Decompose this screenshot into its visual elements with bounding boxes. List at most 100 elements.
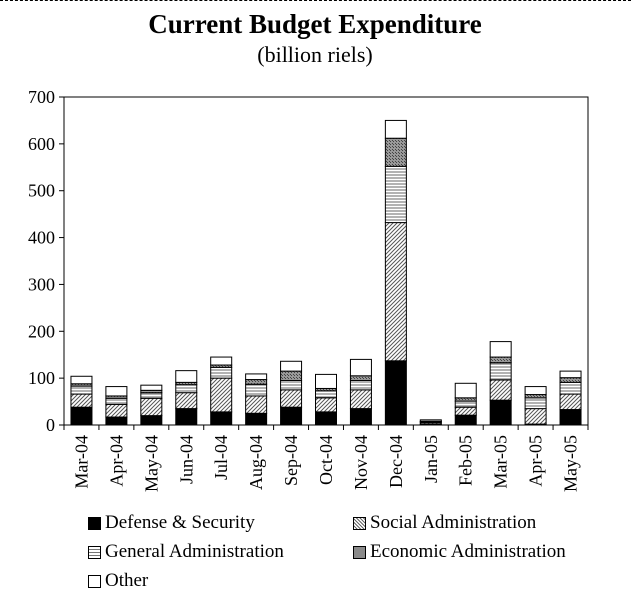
bar-segment-general-administration: [384, 165, 407, 224]
bar-segment-general-administration: [140, 392, 163, 399]
x-tick-label: Aug-04: [246, 435, 266, 490]
x-tick-label: Nov-04: [351, 435, 371, 490]
bar-segment-social-administration: [384, 222, 407, 362]
legend-item-social-administration: Social Administration: [353, 512, 536, 534]
legend-label: Social Administration: [370, 512, 537, 533]
bar-segment-defense-security: [140, 415, 163, 426]
bars: [70, 119, 582, 426]
bar-segment-general-administration: [105, 397, 128, 405]
bar-segment-social-administration: [245, 395, 268, 414]
bar-segment-social-administration: [315, 397, 337, 413]
bar-segment-other: [349, 358, 372, 377]
bar-segment-economic-administration: [245, 379, 268, 385]
bar-segment-defense-security: [245, 412, 268, 426]
legend-label: Defense & Security: [105, 512, 255, 533]
bar-segment-economic-administration: [349, 375, 372, 381]
x-tick-label: Jan-05: [421, 435, 441, 483]
y-tick-label: 200: [28, 321, 55, 341]
bar-segment-defense-security: [70, 406, 93, 426]
bar-segment-other: [105, 386, 128, 397]
bar-segment-general-administration: [280, 379, 303, 391]
bar-segment-defense-security: [384, 360, 407, 426]
bar-segment-economic-administration: [489, 356, 512, 364]
legend-swatch-social-administration: [353, 516, 366, 530]
bar-segment-general-administration: [349, 379, 372, 391]
budget-chart: Current Budget Expenditure (billion riel…: [28, 9, 589, 492]
legend-swatch-economic-administration: [353, 545, 366, 559]
bar-segment-defense-security: [349, 408, 372, 426]
bar-segment-defense-security: [210, 411, 233, 426]
x-tick-label: Jul-04: [211, 435, 231, 480]
legend-item-defense-security: Defense & Security: [88, 512, 255, 534]
bar-segment-defense-security: [175, 408, 198, 426]
bar-segment-social-administration: [280, 389, 303, 408]
bar-segment-other: [454, 382, 477, 399]
bar-segment-other: [384, 119, 407, 139]
legend-item-other: Other: [88, 570, 148, 592]
bar-segment-other: [559, 370, 582, 379]
bar-segment-social-administration: [454, 406, 477, 416]
bar-segment-defense-security: [315, 411, 337, 426]
x-tick-label: Jun-04: [176, 435, 196, 484]
x-tick-label: May-05: [561, 435, 581, 492]
bar-segment-defense-security: [280, 406, 303, 426]
y-axis: 0 100 200 300 400 500 600 700: [28, 87, 589, 435]
bar-segment-economic-administration: [559, 377, 582, 383]
bar-segment-economic-administration: [280, 370, 303, 381]
x-tick-label: Feb-05: [456, 435, 476, 486]
top-border: [0, 0, 631, 1]
y-tick-label: 100: [28, 368, 55, 388]
x-axis: Mar-04 Apr-04 May-04 Jun-04 Jul-04 Aug-04 Sep-…: [63, 425, 589, 492]
bar-segment-other: [140, 384, 163, 391]
bar-segment-general-administration: [524, 397, 547, 410]
bar-segment-general-administration: [210, 366, 233, 379]
bar-segment-social-administration: [349, 389, 372, 410]
legend-label: Economic Administration: [370, 541, 566, 562]
bar-segment-social-administration: [105, 403, 128, 418]
bar-segment-social-administration: [210, 377, 233, 413]
bar-segment-general-administration: [70, 385, 93, 395]
bar-segment-social-administration: [559, 393, 582, 411]
bar-segment-social-administration: [175, 392, 198, 410]
bar-segment-general-administration: [489, 362, 512, 381]
x-tick-label: Mar-04: [71, 435, 91, 489]
bar-segment-defense-security: [489, 399, 512, 426]
x-tick-label: Mar-05: [491, 435, 511, 489]
bar-segment-social-administration: [489, 379, 512, 401]
y-tick-label: 400: [28, 228, 55, 248]
legend-label: General Administration: [105, 541, 284, 562]
y-tick-label: 700: [28, 87, 55, 107]
bar-segment-social-administration: [140, 397, 163, 417]
bar-segment-other: [175, 370, 198, 383]
chart-title: Current Budget Expenditure: [148, 9, 482, 39]
bar-segment-social-administration: [70, 393, 93, 408]
bar-segment-general-administration: [175, 384, 198, 394]
legend-swatch-other: [88, 574, 101, 588]
bar-segment-general-administration: [454, 400, 477, 408]
bar-segment-other: [70, 375, 93, 385]
bar-segment-defense-security: [105, 416, 128, 426]
bar-segment-general-administration: [315, 390, 337, 399]
legend-item-general-administration: General Administration: [88, 541, 284, 563]
bar-segment-social-administration: [524, 408, 547, 425]
x-tick-label: Dec-04: [386, 435, 406, 488]
bar-segment-defense-security: [559, 409, 582, 426]
legend-swatch-defense-security: [88, 516, 101, 530]
x-tick-label: Sep-04: [281, 435, 301, 486]
x-tick-label: Oct-04: [316, 435, 336, 485]
legend-item-economic-administration: Economic Administration: [353, 541, 566, 563]
bar-segment-other: [245, 373, 268, 381]
bar-segment-defense-security: [454, 414, 477, 426]
chart-subtitle: (billion riels): [257, 42, 372, 67]
legend-swatch-general-administration: [88, 545, 101, 559]
y-tick-label: 0: [46, 415, 55, 435]
bar-segment-general-administration: [245, 383, 268, 397]
bar-segment-other: [210, 356, 233, 366]
y-tick-label: 500: [28, 181, 55, 201]
y-tick-label: 600: [28, 134, 55, 154]
bar-segment-general-administration: [559, 381, 582, 395]
bar-segment-economic-administration: [384, 137, 407, 167]
bar-segment-other: [315, 373, 337, 389]
y-tick-label: 300: [28, 274, 55, 294]
bar-segment-other: [524, 386, 547, 396]
